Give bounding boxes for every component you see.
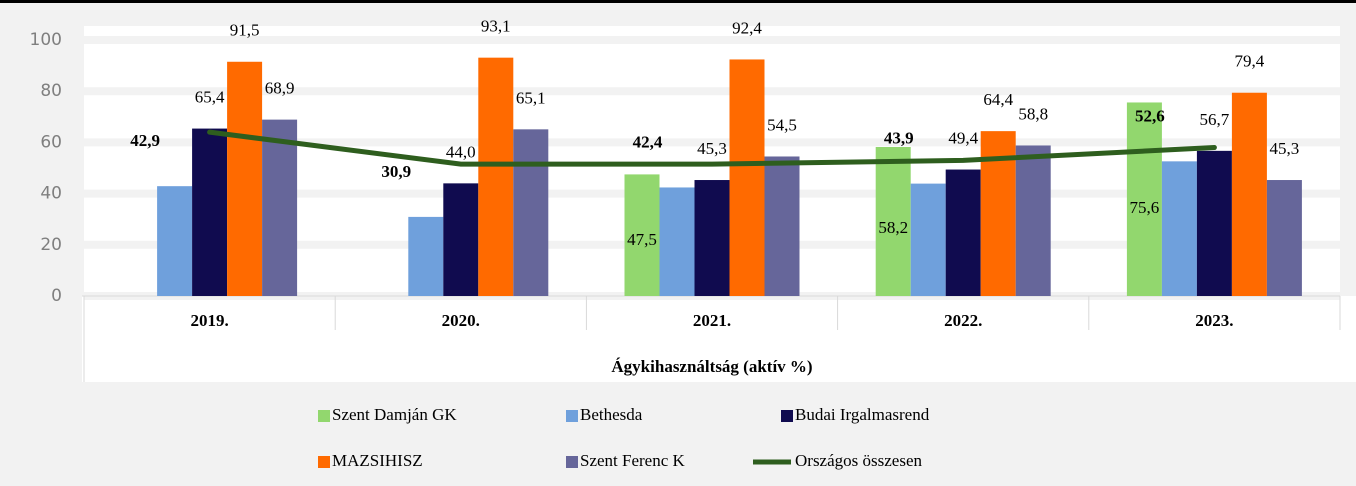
- x-tick-label: 2022.: [944, 311, 982, 330]
- data-label: 92,4: [732, 18, 762, 37]
- data-label: 45,3: [697, 139, 727, 158]
- legend-label: Szent Damján GK: [332, 405, 457, 424]
- bar: [192, 128, 228, 296]
- bar: [659, 187, 695, 296]
- data-label: 44,0: [446, 142, 476, 161]
- bar: [1126, 102, 1162, 297]
- data-label: 58,8: [1018, 104, 1048, 123]
- bar: [875, 147, 911, 296]
- bar: [1231, 92, 1267, 297]
- data-label: 45,3: [1270, 139, 1300, 158]
- y-tick-label: 20: [40, 235, 62, 255]
- bar: [945, 169, 981, 296]
- data-label: 54,5: [767, 115, 797, 134]
- x-tick-label: 2019.: [190, 311, 228, 330]
- data-label: 56,7: [1200, 110, 1230, 129]
- y-tick-label: 80: [40, 81, 62, 101]
- bar: [513, 129, 549, 296]
- data-label: 42,9: [130, 131, 160, 150]
- y-tick-label: 60: [40, 132, 62, 152]
- x-tick-label: 2020.: [442, 311, 480, 330]
- data-label: 93,1: [481, 17, 511, 36]
- axis-area: [82, 296, 1356, 382]
- x-tick-label: 2021.: [693, 311, 731, 330]
- bar: [408, 216, 444, 296]
- data-label: 79,4: [1235, 52, 1265, 71]
- bar: [157, 186, 193, 296]
- data-label: 49,4: [948, 128, 978, 147]
- data-label: 47,5: [627, 230, 657, 249]
- bar: [910, 183, 946, 296]
- bar: [1161, 161, 1197, 296]
- bar: [262, 119, 298, 296]
- legend-label: Budai Irgalmasrend: [795, 405, 930, 424]
- y-tick-label: 100: [30, 30, 62, 50]
- legend-swatch: [318, 410, 330, 422]
- bar: [443, 183, 479, 296]
- bar: [1015, 145, 1051, 296]
- data-label: 65,1: [516, 88, 546, 107]
- bar: [1266, 180, 1302, 296]
- legend-label: Szent Ferenc K: [580, 451, 686, 470]
- legend-swatch: [781, 410, 793, 422]
- bar: [624, 174, 660, 296]
- legend-swatch: [566, 410, 578, 422]
- bar: [227, 61, 263, 297]
- data-label: 65,4: [195, 87, 225, 106]
- data-label: 43,9: [884, 129, 914, 148]
- legend-label: MAZSIHISZ: [332, 451, 423, 470]
- data-label: 91,5: [230, 21, 260, 40]
- legend-swatch: [566, 456, 578, 468]
- bar: [1196, 150, 1232, 296]
- data-label: 30,9: [381, 162, 411, 181]
- data-label: 64,4: [983, 90, 1013, 109]
- data-label: 75,6: [1130, 198, 1160, 217]
- bar: [729, 59, 765, 297]
- x-axis-title: Ágykihasználtság (aktív %): [611, 357, 812, 376]
- bar: [694, 180, 730, 296]
- line: [207, 129, 1217, 167]
- data-label: 52,6: [1135, 106, 1165, 125]
- x-tick-label: 2023.: [1195, 311, 1233, 330]
- y-tick-label: 40: [40, 184, 62, 204]
- y-tick-label: 0: [51, 286, 62, 306]
- legend-label: Bethesda: [580, 405, 643, 424]
- legend-label: Országos összesen: [795, 451, 922, 470]
- data-label: 58,2: [878, 218, 908, 237]
- legend-swatch: [318, 456, 330, 468]
- data-label: 68,9: [265, 79, 295, 98]
- bar: [764, 156, 800, 296]
- top-rule: [0, 0, 1356, 3]
- bar: [478, 57, 514, 296]
- data-label: 42,4: [633, 132, 663, 151]
